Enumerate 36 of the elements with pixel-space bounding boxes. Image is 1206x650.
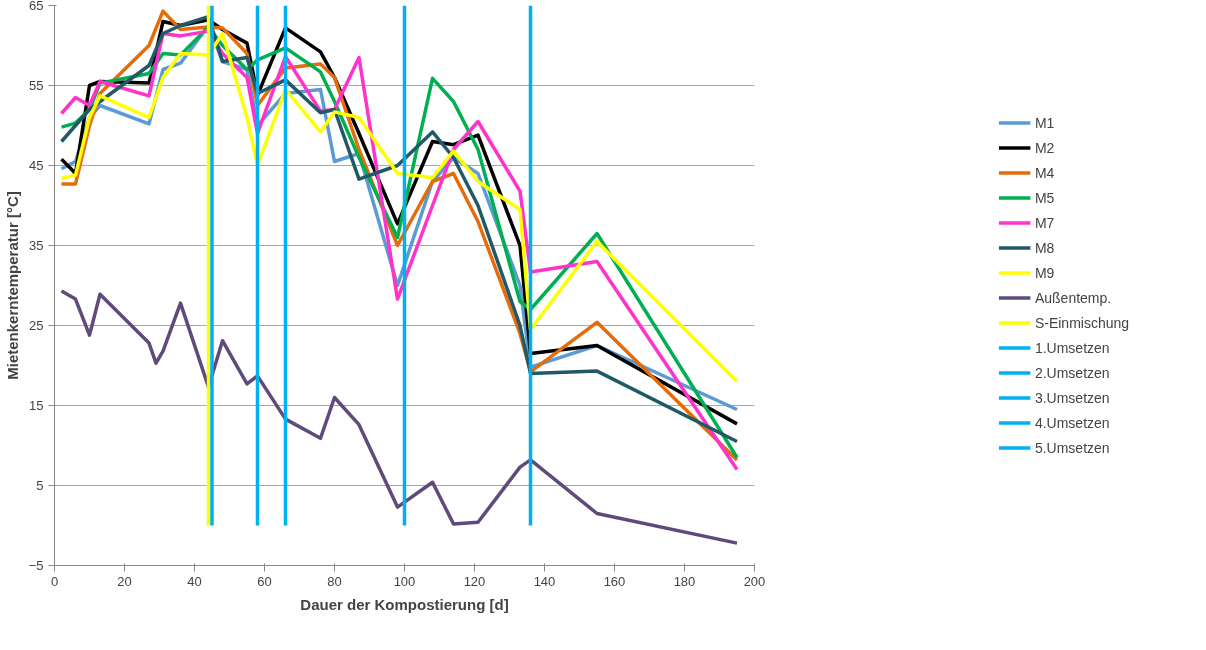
legend-label: M8 <box>1034 239 1055 256</box>
legend-label: S-Einmischung <box>1034 314 1130 331</box>
x-tick-label: 180 <box>673 573 696 589</box>
y-tick-label: 15 <box>29 398 44 413</box>
legend-label: M2 <box>1034 139 1055 156</box>
x-tick-label: 140 <box>533 573 556 589</box>
y-tick-label: 55 <box>29 78 44 93</box>
legend-label: M7 <box>1034 214 1055 231</box>
x-tick-label: 120 <box>463 573 486 589</box>
y-tick-label: −5 <box>28 558 44 573</box>
x-tick-label: 20 <box>117 573 132 589</box>
y-tick-label: 65 <box>29 0 44 13</box>
y-tick-label: 45 <box>29 158 44 173</box>
legend-label: M5 <box>1034 189 1055 206</box>
y-tick-label: 35 <box>29 238 44 253</box>
y-tick-label: 5 <box>36 478 44 493</box>
line-series <box>59 289 739 545</box>
legend-label: M4 <box>1034 164 1055 181</box>
x-tick-label: 160 <box>603 573 626 589</box>
legend-label: Außentemp. <box>1034 289 1112 306</box>
y-axis-title: Mietenkerntemperatur [°C] <box>3 191 21 380</box>
x-tick-label: 60 <box>257 573 272 589</box>
legend-label: M1 <box>1034 114 1055 131</box>
x-tick-label: 100 <box>393 573 416 589</box>
x-tick-label: 40 <box>187 573 202 589</box>
legend-label: 1.Umsetzen <box>1034 339 1110 356</box>
legend-label: 2.Umsetzen <box>1034 364 1110 381</box>
legend-label: 3.Umsetzen <box>1034 389 1110 406</box>
y-tick-label: 25 <box>29 318 44 333</box>
x-tick-label: 200 <box>743 573 766 589</box>
x-axis-title: Dauer der Kompostierung [d] <box>300 595 509 613</box>
legend-label: 5.Umsetzen <box>1034 439 1110 456</box>
legend-label: 4.Umsetzen <box>1034 414 1110 431</box>
x-tick-label: 0 <box>50 573 59 589</box>
x-tick-label: 80 <box>327 573 342 589</box>
legend-label: M9 <box>1034 264 1055 281</box>
